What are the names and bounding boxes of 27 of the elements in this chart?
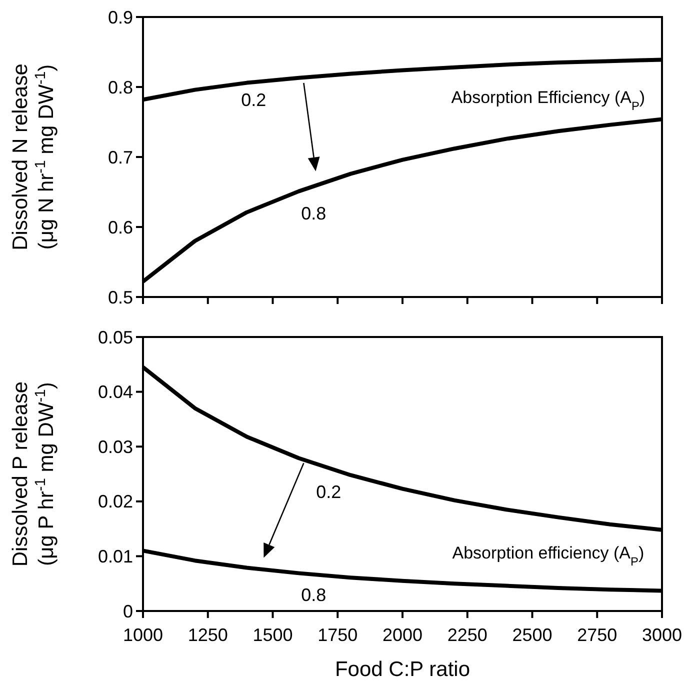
annotation: Absorption efficiency (A$_{P}$) — [452, 544, 644, 569]
y-tick-label: 0.05 — [98, 327, 133, 348]
y-tick-label: 0.7 — [108, 147, 133, 168]
y-tick-label: 0.8 — [108, 77, 133, 98]
y-tick-label: 0.6 — [108, 217, 133, 238]
x-tick-label: 2750 — [577, 625, 618, 645]
y-tick-label: 0.01 — [98, 546, 133, 566]
series-label: 0.8 — [301, 203, 326, 224]
y-tick-label: 0.5 — [108, 287, 133, 308]
x-tick-label: 2250 — [447, 625, 488, 645]
y-tick-label: 0.9 — [108, 7, 133, 28]
x-tick-label: 1500 — [252, 625, 293, 645]
x-axis-title: Food C:P ratio — [334, 658, 470, 681]
annotation: Absorption Efficiency (A$_{P}$) — [451, 88, 646, 113]
y-tick-label: 0.03 — [98, 436, 133, 457]
series-label: 0.8 — [301, 585, 326, 606]
x-tick-label: 1000 — [122, 625, 164, 645]
series-label: 0.2 — [316, 482, 342, 502]
x-tick-label: 1250 — [188, 625, 228, 645]
y-tick-label: 0.04 — [98, 382, 133, 402]
x-tick-label: 3000 — [642, 625, 682, 645]
y-tick-label: 0 — [122, 601, 133, 622]
series-label: 0.2 — [241, 90, 266, 110]
x-tick-label: 2000 — [382, 625, 423, 645]
x-tick-label: 2500 — [512, 625, 552, 645]
x-tick-label: 1750 — [318, 625, 358, 645]
y-tick-label: 0.02 — [98, 492, 133, 512]
